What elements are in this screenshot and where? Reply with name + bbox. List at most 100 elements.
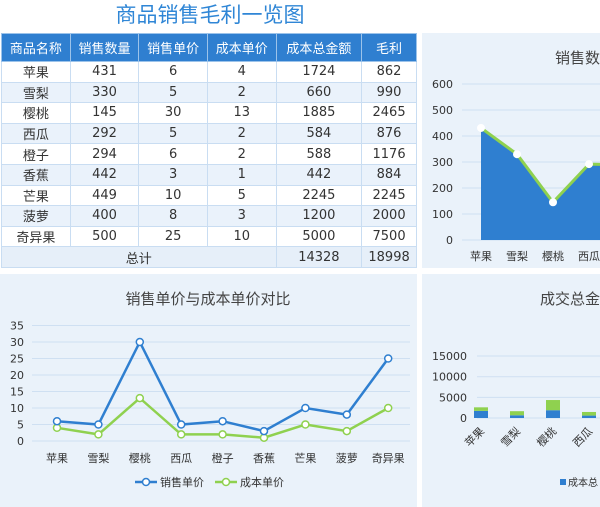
- y-tick-label: 0: [17, 435, 24, 448]
- table-cell: 1: [206, 163, 277, 186]
- column-header: 商品名称: [1, 33, 71, 62]
- table-cell: 2: [206, 81, 277, 104]
- bar-segment: [474, 407, 488, 411]
- data-point: [342, 410, 352, 419]
- y-tick-label: 15000: [432, 350, 467, 363]
- table-cell: 1885: [275, 102, 363, 124]
- y-tick-label: 20: [10, 369, 24, 382]
- table-cell: 6: [138, 143, 208, 165]
- table-cell: 1724: [275, 61, 363, 83]
- table-cell: 5000: [275, 225, 363, 248]
- table-cell: 2: [206, 143, 277, 165]
- table-cell: 2245: [275, 184, 363, 207]
- legend-marker: [221, 477, 231, 487]
- table-cell: 10: [206, 225, 277, 248]
- x-tick-label: 樱桃: [129, 451, 151, 465]
- line-chart-panel: 销售单价与成本单价对比 0 5 10 15 20 25 30 35 苹果 雪梨 樱桃 西瓜 橙子 香蕉 芒果 菠…: [0, 274, 417, 507]
- y-tick-label: 25: [10, 353, 24, 366]
- x-tick-label: 西瓜: [170, 452, 192, 465]
- total-label: 总计: [1, 246, 277, 268]
- table-cell: 奇异果: [1, 225, 71, 248]
- x-tick-label: 苹果: [46, 451, 68, 465]
- data-point: [513, 150, 521, 159]
- data-point: [301, 420, 310, 429]
- total-cost: 14328: [275, 246, 363, 268]
- column-header: 成本总金额: [275, 33, 363, 62]
- legend-label: 销售单价: [160, 475, 204, 489]
- y-tick-label: 5000: [439, 391, 467, 404]
- table-cell: 10: [138, 184, 208, 207]
- table-row: 西瓜 292 5 2 584 876: [1, 122, 417, 145]
- table-cell: 292: [69, 122, 140, 145]
- table-cell: 1200: [275, 205, 363, 227]
- data-point: [259, 426, 269, 436]
- table-cell: 990: [361, 81, 417, 104]
- table-cell: 584: [275, 122, 363, 145]
- table-cell: 菠萝: [1, 205, 71, 227]
- y-tick-label: 15: [10, 386, 24, 399]
- table-cell: 884: [361, 163, 417, 186]
- data-point: [176, 420, 186, 429]
- table-row: 芒果 449 10 5 2245 2245: [1, 184, 417, 207]
- column-header: 销售单价: [138, 33, 208, 62]
- bar-segment: [546, 400, 560, 411]
- table-cell: 588: [275, 143, 363, 165]
- table-cell: 4: [206, 61, 277, 83]
- table-cell: 橙子: [1, 143, 71, 165]
- table-cell: 862: [361, 61, 417, 83]
- table-cell: 876: [361, 122, 417, 145]
- data-point: [94, 420, 103, 429]
- table-row: 奇异果 500 25 10 5000 7500: [1, 225, 417, 248]
- x-tick-label: 樱桃: [542, 249, 564, 263]
- table-cell: 3: [206, 205, 277, 227]
- y-tick-label: 500: [432, 104, 453, 117]
- area-fill: [481, 127, 600, 240]
- table-cell: 294: [69, 143, 140, 165]
- column-header: 销售数量: [69, 33, 140, 62]
- bar-segment: [510, 415, 524, 418]
- table-cell: 2: [206, 122, 277, 145]
- y-tick-label: 600: [432, 78, 453, 91]
- x-tick-label: 西瓜: [578, 250, 600, 263]
- table-row: 菠萝 400 8 3 1200 2000: [1, 205, 417, 227]
- table-cell: 30: [138, 102, 208, 124]
- bar-segment: [474, 410, 488, 418]
- x-tick-label: 樱桃: [534, 424, 559, 449]
- table-row: 苹果 431 6 4 1724 862: [1, 61, 417, 83]
- bar-segment: [510, 411, 524, 416]
- chart-title: 销售数: [555, 49, 600, 67]
- table-cell: 1176: [361, 143, 417, 165]
- data-point: [383, 403, 393, 413]
- x-tick-label: 奇异果: [372, 452, 405, 465]
- table-cell: 145: [69, 102, 140, 124]
- y-tick-label: 300: [432, 156, 453, 169]
- bar-segment: [582, 415, 596, 418]
- y-tick-label: 400: [432, 130, 453, 143]
- table-cell: 330: [69, 81, 140, 104]
- table-cell: 苹果: [1, 61, 71, 83]
- table-cell: 442: [275, 163, 363, 186]
- table-cell: 2000: [361, 205, 417, 227]
- total-row: 总计 14328 18998: [1, 246, 417, 268]
- data-point: [218, 416, 227, 426]
- table-cell: 25: [138, 225, 208, 248]
- table-cell: 2245: [361, 184, 417, 207]
- x-tick-label: 西瓜: [570, 425, 595, 450]
- table-cell: 香蕉: [1, 163, 71, 186]
- y-tick-label: 0: [460, 412, 467, 425]
- table-cell: 西瓜: [1, 122, 71, 145]
- y-tick-label: 30: [10, 336, 24, 349]
- sales-table: 商品名称 销售数量 销售单价 成本单价 成本总金额 毛利 苹果 431 6 4 1724 862 雪梨…: [1, 33, 417, 268]
- legend-marker: [141, 477, 151, 487]
- table-cell: 431: [69, 61, 140, 83]
- table-cell: 449: [69, 184, 140, 207]
- table-cell: 樱桃: [1, 102, 71, 124]
- x-tick-label: 雪梨: [506, 249, 528, 263]
- table-row: 雪梨 330 5 2 660 990: [1, 81, 417, 104]
- x-tick-label: 苹果: [470, 249, 492, 263]
- data-point: [549, 198, 557, 207]
- x-tick-label: 苹果: [462, 424, 487, 449]
- table-cell: 2465: [361, 102, 417, 124]
- data-point: [94, 430, 103, 439]
